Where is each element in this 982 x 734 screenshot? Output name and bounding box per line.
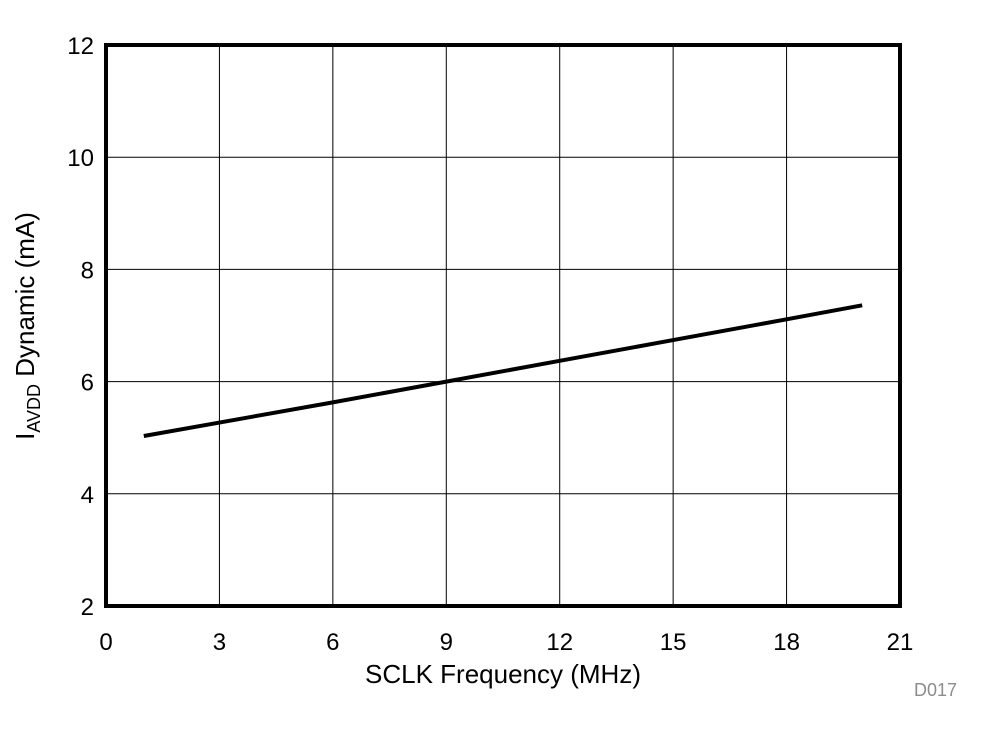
series-line xyxy=(143,303,863,438)
y-tick-label: 4 xyxy=(81,482,94,509)
x-tick-label: 9 xyxy=(440,629,453,656)
plot-frame xyxy=(104,43,902,608)
grid-lines xyxy=(105,44,901,607)
y-axis-label: IAVDD Dynamic (mA) xyxy=(10,212,44,440)
x-tick-label: 6 xyxy=(326,629,339,656)
y-tick-label: 2 xyxy=(81,594,94,621)
x-tick-label: 15 xyxy=(660,629,687,656)
x-tick-label: 21 xyxy=(887,629,914,656)
y-tick-label: 12 xyxy=(67,33,94,60)
x-axis-ticks: 0 3 6 9 12 15 18 21 xyxy=(99,629,913,656)
data-series xyxy=(143,303,863,438)
x-tick-label: 3 xyxy=(213,629,226,656)
y-axis-ticks: 2 4 6 8 10 12 xyxy=(67,33,94,621)
y-tick-label: 8 xyxy=(81,257,94,284)
y-tick-label: 10 xyxy=(67,145,94,172)
x-tick-label: 12 xyxy=(546,629,573,656)
x-axis-label: SCLK Frequency (MHz) xyxy=(365,659,641,689)
figure-code: D017 xyxy=(914,680,957,700)
y-tick-label: 6 xyxy=(81,370,94,397)
x-tick-label: 18 xyxy=(773,629,800,656)
x-tick-label: 0 xyxy=(99,629,112,656)
